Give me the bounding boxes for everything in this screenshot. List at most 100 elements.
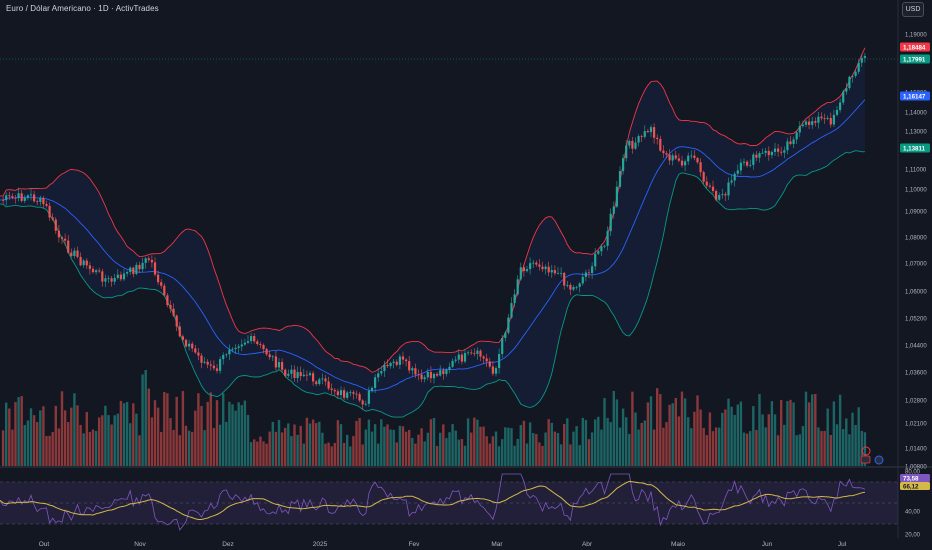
volume-bar <box>801 426 805 466</box>
candle <box>572 284 575 292</box>
volume-bar <box>187 430 191 466</box>
volume-bar <box>683 398 687 466</box>
volume-bar <box>191 431 194 466</box>
volume-bar <box>609 422 612 466</box>
candle <box>693 150 696 161</box>
volume-bar <box>122 403 126 466</box>
candle <box>814 117 817 127</box>
candle <box>696 156 699 165</box>
candle <box>612 201 615 219</box>
volume-bar <box>569 444 572 466</box>
volume-bar <box>764 427 767 466</box>
candle <box>290 365 293 380</box>
volume-bar <box>63 410 67 466</box>
alert-icon[interactable] <box>861 446 871 456</box>
candle <box>640 134 643 142</box>
volume-bar <box>423 441 426 466</box>
candle <box>513 289 516 308</box>
candle <box>383 360 386 377</box>
candle <box>126 270 129 277</box>
candle <box>253 333 256 344</box>
calendar-icon[interactable] <box>860 455 871 464</box>
volume-bar <box>414 443 417 466</box>
indicator-icons[interactable] <box>860 446 884 465</box>
volume-bar <box>29 408 33 466</box>
candle <box>860 53 863 67</box>
volume-bar <box>758 394 761 466</box>
candle <box>581 272 584 286</box>
volume-bar <box>575 426 578 466</box>
dividend-icon[interactable] <box>874 455 884 465</box>
volume-bar <box>652 429 656 466</box>
volume-bar <box>32 415 36 466</box>
candle <box>556 266 560 275</box>
volume-bar <box>516 438 519 466</box>
price-badge: 1,18484 <box>900 42 930 52</box>
candle <box>274 350 277 371</box>
candle <box>408 356 411 374</box>
volume-bar <box>23 425 26 466</box>
candle <box>547 261 550 277</box>
volume-bar <box>615 399 619 466</box>
candle <box>470 349 473 356</box>
candle <box>11 193 14 200</box>
volume-bar <box>625 417 628 466</box>
candle <box>51 213 54 222</box>
price-tick-label: 1,13000 <box>905 130 927 136</box>
volume-bar <box>249 442 253 466</box>
candle <box>801 120 804 128</box>
price-tick-label: 1,06000 <box>905 290 927 296</box>
candle <box>389 361 392 369</box>
candle <box>553 265 556 276</box>
volume-bar <box>299 425 302 466</box>
candle <box>147 256 150 263</box>
candle <box>259 341 262 349</box>
volume-bar <box>857 407 860 466</box>
volume-bar <box>82 433 85 466</box>
price-tick-label: 1,02100 <box>905 422 927 428</box>
candle <box>780 146 783 156</box>
candle <box>91 266 95 274</box>
candle <box>181 334 184 343</box>
volume-bar <box>26 420 30 466</box>
volume-bar <box>203 430 206 466</box>
candle <box>808 117 811 130</box>
candle <box>699 158 702 177</box>
candle <box>544 264 547 275</box>
candle <box>219 356 222 374</box>
volume-bar <box>178 435 181 466</box>
volume-bar <box>166 393 169 466</box>
candle <box>281 358 284 372</box>
candle <box>70 248 73 258</box>
volume-bar <box>125 401 129 466</box>
volume-bar <box>218 424 222 466</box>
svg-text:1,13811: 1,13811 <box>903 145 926 152</box>
volume-bar <box>693 411 696 466</box>
volume-bar <box>215 400 219 466</box>
volume-bar <box>482 426 485 466</box>
candle <box>237 343 240 353</box>
volume-bar <box>702 427 705 466</box>
candle <box>54 217 57 234</box>
currency-button[interactable]: USD <box>902 2 924 17</box>
candle <box>45 200 48 208</box>
volume-bar <box>618 427 622 466</box>
volume-bar <box>572 431 575 466</box>
candle <box>829 112 832 128</box>
candle <box>197 348 200 361</box>
candle <box>618 166 622 189</box>
candles <box>2 53 866 410</box>
candle <box>532 259 535 269</box>
volume-bar <box>349 446 352 466</box>
candle <box>104 274 107 288</box>
price-tick-label: 1,00800 <box>905 465 927 471</box>
volume-bar <box>463 445 467 466</box>
volume-bar <box>8 408 11 466</box>
volume-bar <box>742 432 746 466</box>
volume-bar <box>550 422 553 466</box>
volume-bar <box>361 444 364 466</box>
volume-bar <box>51 432 54 466</box>
volume-bar <box>820 431 823 466</box>
volume-bar <box>680 391 684 466</box>
